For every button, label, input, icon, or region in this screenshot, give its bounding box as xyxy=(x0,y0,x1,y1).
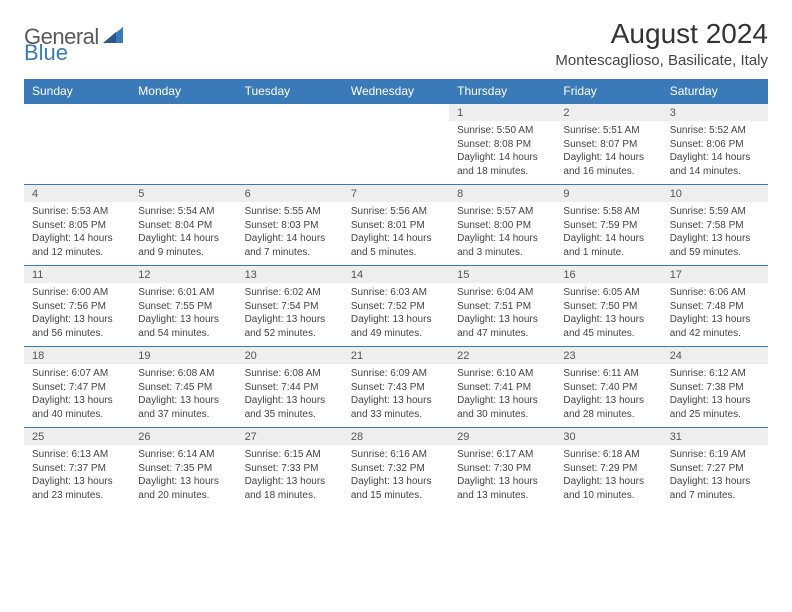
day-number-cell xyxy=(343,104,449,122)
day-detail-cell: Sunrise: 6:03 AMSunset: 7:52 PMDaylight:… xyxy=(343,283,449,347)
day-number-cell: 3 xyxy=(662,104,768,122)
day-detail-cell: Sunrise: 5:58 AMSunset: 7:59 PMDaylight:… xyxy=(555,202,661,266)
day-detail-cell: Sunrise: 6:09 AMSunset: 7:43 PMDaylight:… xyxy=(343,364,449,428)
day-number-cell: 29 xyxy=(449,428,555,446)
detail-row: Sunrise: 5:53 AMSunset: 8:05 PMDaylight:… xyxy=(24,202,768,266)
day-detail-cell xyxy=(237,121,343,185)
day-number-cell: 26 xyxy=(130,428,236,446)
day-detail-cell: Sunrise: 6:12 AMSunset: 7:38 PMDaylight:… xyxy=(662,364,768,428)
day-number-cell: 7 xyxy=(343,185,449,203)
day-number-cell: 10 xyxy=(662,185,768,203)
day-number-cell: 4 xyxy=(24,185,130,203)
day-detail-cell: Sunrise: 6:04 AMSunset: 7:51 PMDaylight:… xyxy=(449,283,555,347)
day-detail-cell xyxy=(130,121,236,185)
day-detail-cell: Sunrise: 6:10 AMSunset: 7:41 PMDaylight:… xyxy=(449,364,555,428)
day-detail-cell: Sunrise: 5:51 AMSunset: 8:07 PMDaylight:… xyxy=(555,121,661,185)
day-detail-cell: Sunrise: 5:57 AMSunset: 8:00 PMDaylight:… xyxy=(449,202,555,266)
day-header: Tuesday xyxy=(237,79,343,104)
title-block: August 2024 Montescaglioso, Basilicate, … xyxy=(555,18,768,69)
day-number-cell: 15 xyxy=(449,266,555,284)
day-number-cell: 5 xyxy=(130,185,236,203)
day-detail-cell: Sunrise: 5:54 AMSunset: 8:04 PMDaylight:… xyxy=(130,202,236,266)
day-detail-cell: Sunrise: 6:11 AMSunset: 7:40 PMDaylight:… xyxy=(555,364,661,428)
detail-row: Sunrise: 6:13 AMSunset: 7:37 PMDaylight:… xyxy=(24,445,768,508)
day-number-cell xyxy=(130,104,236,122)
day-detail-cell: Sunrise: 6:15 AMSunset: 7:33 PMDaylight:… xyxy=(237,445,343,508)
day-number-cell xyxy=(237,104,343,122)
daynum-row: 18192021222324 xyxy=(24,347,768,365)
day-number-cell: 1 xyxy=(449,104,555,122)
day-detail-cell: Sunrise: 5:56 AMSunset: 8:01 PMDaylight:… xyxy=(343,202,449,266)
calendar-table: Sunday Monday Tuesday Wednesday Thursday… xyxy=(24,79,768,508)
day-detail-cell: Sunrise: 6:08 AMSunset: 7:45 PMDaylight:… xyxy=(130,364,236,428)
day-number-cell: 18 xyxy=(24,347,130,365)
day-number-cell: 17 xyxy=(662,266,768,284)
day-number-cell: 16 xyxy=(555,266,661,284)
location: Montescaglioso, Basilicate, Italy xyxy=(555,52,768,69)
day-detail-cell: Sunrise: 5:59 AMSunset: 7:58 PMDaylight:… xyxy=(662,202,768,266)
day-detail-cell: Sunrise: 6:06 AMSunset: 7:48 PMDaylight:… xyxy=(662,283,768,347)
day-detail-cell: Sunrise: 6:14 AMSunset: 7:35 PMDaylight:… xyxy=(130,445,236,508)
day-detail-cell: Sunrise: 6:17 AMSunset: 7:30 PMDaylight:… xyxy=(449,445,555,508)
day-number-cell: 25 xyxy=(24,428,130,446)
detail-row: Sunrise: 5:50 AMSunset: 8:08 PMDaylight:… xyxy=(24,121,768,185)
detail-row: Sunrise: 6:00 AMSunset: 7:56 PMDaylight:… xyxy=(24,283,768,347)
day-number-cell: 23 xyxy=(555,347,661,365)
day-number-cell: 21 xyxy=(343,347,449,365)
month-title: August 2024 xyxy=(555,18,768,50)
day-detail-cell: Sunrise: 6:07 AMSunset: 7:47 PMDaylight:… xyxy=(24,364,130,428)
day-detail-cell: Sunrise: 6:13 AMSunset: 7:37 PMDaylight:… xyxy=(24,445,130,508)
day-detail-cell: Sunrise: 5:52 AMSunset: 8:06 PMDaylight:… xyxy=(662,121,768,185)
day-number-cell xyxy=(24,104,130,122)
day-detail-cell: Sunrise: 6:02 AMSunset: 7:54 PMDaylight:… xyxy=(237,283,343,347)
day-number-cell: 28 xyxy=(343,428,449,446)
day-number-cell: 11 xyxy=(24,266,130,284)
day-detail-cell: Sunrise: 6:19 AMSunset: 7:27 PMDaylight:… xyxy=(662,445,768,508)
day-header: Wednesday xyxy=(343,79,449,104)
day-detail-cell: Sunrise: 6:08 AMSunset: 7:44 PMDaylight:… xyxy=(237,364,343,428)
day-header-row: Sunday Monday Tuesday Wednesday Thursday… xyxy=(24,79,768,104)
day-number-cell: 8 xyxy=(449,185,555,203)
day-number-cell: 27 xyxy=(237,428,343,446)
header: General August 2024 Montescaglioso, Basi… xyxy=(24,18,768,69)
daynum-row: 123 xyxy=(24,104,768,122)
day-detail-cell: Sunrise: 5:53 AMSunset: 8:05 PMDaylight:… xyxy=(24,202,130,266)
day-detail-cell xyxy=(24,121,130,185)
day-detail-cell: Sunrise: 6:16 AMSunset: 7:32 PMDaylight:… xyxy=(343,445,449,508)
day-detail-cell: Sunrise: 6:05 AMSunset: 7:50 PMDaylight:… xyxy=(555,283,661,347)
day-detail-cell: Sunrise: 6:01 AMSunset: 7:55 PMDaylight:… xyxy=(130,283,236,347)
daynum-row: 25262728293031 xyxy=(24,428,768,446)
day-detail-cell: Sunrise: 6:00 AMSunset: 7:56 PMDaylight:… xyxy=(24,283,130,347)
day-header: Thursday xyxy=(449,79,555,104)
day-number-cell: 9 xyxy=(555,185,661,203)
day-detail-cell xyxy=(343,121,449,185)
day-number-cell: 31 xyxy=(662,428,768,446)
day-number-cell: 20 xyxy=(237,347,343,365)
logo-triangle-icon xyxy=(103,27,123,48)
day-number-cell: 12 xyxy=(130,266,236,284)
day-number-cell: 19 xyxy=(130,347,236,365)
day-number-cell: 30 xyxy=(555,428,661,446)
logo-text-blue: Blue xyxy=(24,40,68,65)
day-header: Friday xyxy=(555,79,661,104)
day-number-cell: 6 xyxy=(237,185,343,203)
day-header: Sunday xyxy=(24,79,130,104)
day-number-cell: 24 xyxy=(662,347,768,365)
day-number-cell: 13 xyxy=(237,266,343,284)
day-number-cell: 22 xyxy=(449,347,555,365)
day-header: Saturday xyxy=(662,79,768,104)
day-header: Monday xyxy=(130,79,236,104)
day-detail-cell: Sunrise: 5:55 AMSunset: 8:03 PMDaylight:… xyxy=(237,202,343,266)
daynum-row: 11121314151617 xyxy=(24,266,768,284)
detail-row: Sunrise: 6:07 AMSunset: 7:47 PMDaylight:… xyxy=(24,364,768,428)
day-detail-cell: Sunrise: 5:50 AMSunset: 8:08 PMDaylight:… xyxy=(449,121,555,185)
day-detail-cell: Sunrise: 6:18 AMSunset: 7:29 PMDaylight:… xyxy=(555,445,661,508)
daynum-row: 45678910 xyxy=(24,185,768,203)
day-number-cell: 14 xyxy=(343,266,449,284)
day-number-cell: 2 xyxy=(555,104,661,122)
